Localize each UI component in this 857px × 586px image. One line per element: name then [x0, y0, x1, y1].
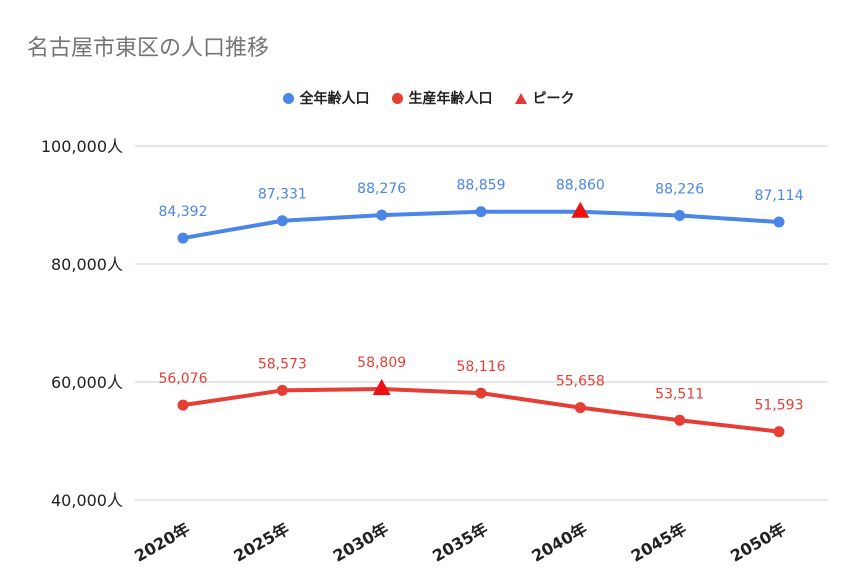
data-label: 88,860	[556, 178, 605, 194]
y-tick-label: 40,000人	[51, 491, 123, 510]
data-point	[773, 216, 785, 228]
data-label: 58,116	[457, 359, 506, 375]
data-label: 55,658	[556, 374, 605, 390]
x-tick-label: 2030年	[330, 519, 392, 566]
legend-item-all-ages[interactable]: 全年齢人口	[282, 88, 370, 108]
data-label: 87,114	[755, 188, 804, 204]
data-label: 51,593	[755, 398, 804, 414]
legend-label-peak: ピーク	[532, 91, 575, 107]
x-tick-label: 2050年	[727, 519, 789, 566]
data-point	[574, 402, 586, 414]
data-point	[475, 206, 487, 218]
x-tick-label: 2020年	[131, 519, 193, 566]
legend-item-peak[interactable]: ピーク	[514, 88, 575, 108]
legend-dot-icon	[282, 92, 294, 104]
data-label: 56,076	[159, 371, 208, 387]
data-point	[475, 387, 487, 399]
data-point	[276, 215, 288, 227]
x-tick-label: 2035年	[429, 519, 491, 566]
legend-label-all-ages: 全年齢人口	[299, 91, 370, 107]
x-tick-label: 2045年	[628, 519, 690, 566]
peak-marker	[372, 379, 391, 396]
data-point	[376, 209, 388, 221]
legend-item-working-age[interactable]: 生産年齢人口	[391, 88, 493, 108]
x-tick-label: 2040年	[528, 519, 590, 566]
data-label: 84,392	[159, 204, 208, 220]
y-tick-label: 100,000人	[41, 137, 123, 156]
data-point	[177, 232, 189, 244]
data-label: 87,331	[258, 187, 307, 203]
data-label: 58,573	[258, 356, 307, 372]
data-point	[177, 399, 189, 411]
x-tick-label: 2025年	[230, 519, 292, 566]
legend-dot-icon	[391, 92, 403, 104]
data-label: 58,809	[357, 355, 406, 371]
legend: 全年齢人口 生産年齢人口 ピーク	[0, 88, 857, 108]
data-label: 88,276	[357, 181, 406, 197]
legend-label-working-age: 生産年齢人口	[408, 91, 493, 107]
triangle-icon	[514, 92, 527, 104]
data-label: 53,511	[655, 386, 704, 402]
y-tick-label: 80,000人	[51, 255, 123, 274]
data-point	[674, 414, 686, 426]
data-label: 88,226	[655, 181, 704, 197]
y-tick-label: 60,000人	[51, 373, 123, 392]
data-point	[674, 209, 686, 221]
data-point	[276, 384, 288, 396]
chart-title: 名古屋市東区の人口推移	[27, 36, 270, 61]
peak-marker	[571, 201, 590, 218]
data-label: 88,859	[457, 178, 506, 194]
data-point	[773, 426, 785, 438]
